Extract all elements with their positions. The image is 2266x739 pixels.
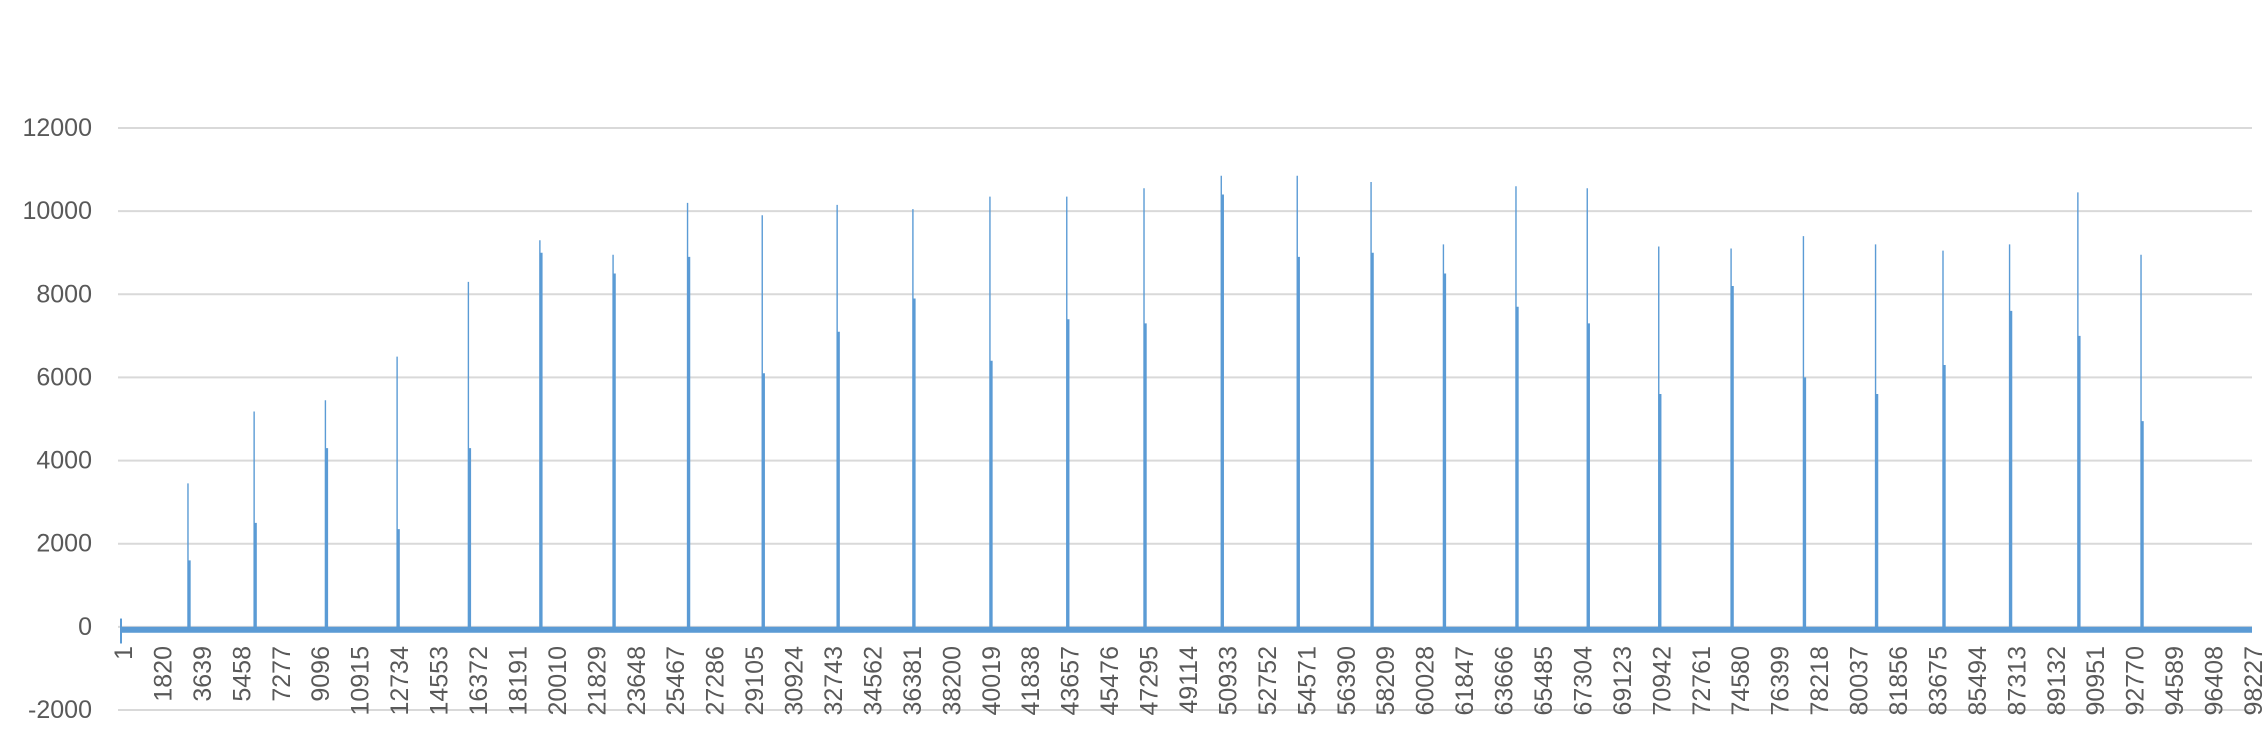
x-tick-label: 12734 <box>386 646 414 716</box>
x-tick-label: 74580 <box>1727 646 1755 716</box>
x-tick-label: 29105 <box>741 646 769 716</box>
x-tick-label: 92770 <box>2122 646 2150 716</box>
x-tick-label: 56390 <box>1333 646 1361 716</box>
x-tick-label: 5458 <box>228 646 256 702</box>
x-tick-label: 90951 <box>2082 646 2110 716</box>
x-tick-label: 76399 <box>1767 646 1795 716</box>
x-tick-label: 3639 <box>189 646 217 702</box>
x-tick-label: 98227 <box>2240 646 2266 716</box>
x-tick-label: 65485 <box>1530 646 1558 716</box>
x-tick-label: 40019 <box>978 646 1006 716</box>
x-axis-tick-labels: 1 1820 3639 5458 7277 9096 10915 12734 14553 1637… <box>110 646 2266 716</box>
x-tick-label: 85494 <box>1964 646 1992 716</box>
x-tick-label: 9096 <box>307 646 335 702</box>
x-tick-label: 50933 <box>1214 646 1242 716</box>
x-tick-label: 81856 <box>1885 646 1913 716</box>
x-tick-label: 1820 <box>149 646 177 702</box>
y-tick-label: 0 <box>78 613 92 641</box>
x-tick-label: 69123 <box>1609 646 1637 716</box>
x-tick-label: 96408 <box>2201 646 2229 716</box>
x-tick-label: 14553 <box>426 646 454 716</box>
x-tick-label: 43657 <box>1057 646 1085 716</box>
x-tick-label: 78218 <box>1806 646 1834 716</box>
x-tick-label: 63666 <box>1491 646 1519 716</box>
x-tick-label: 54571 <box>1293 646 1321 716</box>
x-tick-label: 45476 <box>1096 646 1124 716</box>
x-tick-label: 36381 <box>899 646 927 716</box>
x-tick-label: 70942 <box>1648 646 1676 716</box>
x-tick-label: 34562 <box>859 646 887 716</box>
x-tick-label: 41838 <box>1017 646 1045 716</box>
y-tick-label: 2000 <box>36 530 92 558</box>
x-tick-label: 52752 <box>1254 646 1282 716</box>
x-tick-label: 7277 <box>268 646 296 702</box>
x-tick-label: 21829 <box>583 646 611 716</box>
x-tick-label: 72761 <box>1688 646 1716 716</box>
x-tick-label: 27286 <box>702 646 730 716</box>
x-tick-label: 30924 <box>781 646 809 716</box>
x-tick-label: 89132 <box>2043 646 2071 716</box>
x-tick-label: 83675 <box>1924 646 1952 716</box>
x-tick-label: 47295 <box>1136 646 1164 716</box>
x-tick-label: 20010 <box>544 646 572 716</box>
x-tick-label: 87313 <box>2003 646 2031 716</box>
x-tick-label: 32743 <box>820 646 848 716</box>
y-axis-tick-labels: -2000 0 2000 4000 6000 8000 10000 12000 <box>22 114 92 724</box>
y-tick-label: 8000 <box>36 280 92 308</box>
x-tick-label: 61847 <box>1451 646 1479 716</box>
x-tick-label: 23648 <box>623 646 651 716</box>
x-tick-label: 25467 <box>662 646 690 716</box>
y-tick-label: 12000 <box>22 114 92 142</box>
x-tick-label: 58209 <box>1372 646 1400 716</box>
x-tick-label: 16372 <box>465 646 493 716</box>
x-tick-label: 80037 <box>1846 646 1874 716</box>
x-tick-label: 49114 <box>1175 646 1203 714</box>
x-tick-label: 18191 <box>504 646 532 716</box>
x-tick-label: 60028 <box>1412 646 1440 716</box>
y-tick-label: 4000 <box>36 447 92 475</box>
data-series <box>120 175 2252 644</box>
x-tick-label: 67304 <box>1569 646 1597 716</box>
y-tick-label: 10000 <box>22 197 92 225</box>
y-tick-label: 6000 <box>36 363 92 391</box>
x-tick-label: 94589 <box>2161 646 2189 716</box>
x-tick-label: 10915 <box>347 646 375 716</box>
x-tick-label: 1 <box>110 646 138 660</box>
y-tick-label: -2000 <box>28 696 92 724</box>
series-baseline <box>122 626 2252 633</box>
x-tick-label: 38200 <box>938 646 966 716</box>
